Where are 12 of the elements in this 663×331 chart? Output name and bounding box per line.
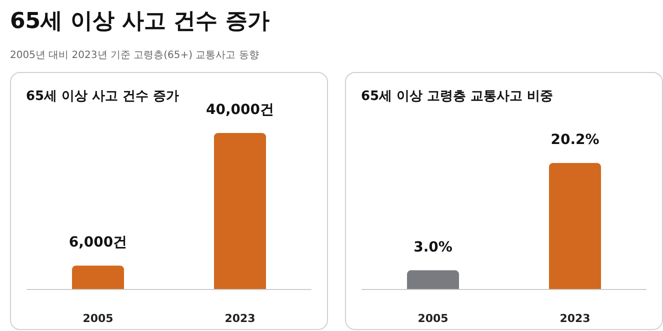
text: 65세 이상 사고 건수 증가 xyxy=(10,8,270,36)
x-tick-label: 2023 xyxy=(224,312,256,325)
chart-title: 65세 이상 고령층 교통사고 비중 xyxy=(361,89,554,104)
data-label: 6,000건 xyxy=(68,234,128,251)
chart-title: 65세 이상 사고 건수 증가 xyxy=(26,89,180,104)
data-label: 20.2% xyxy=(550,132,600,148)
x-tick-label: 2005 xyxy=(82,312,114,325)
data-label: 40,000건 xyxy=(206,102,274,118)
data-label: 3.0% xyxy=(414,239,452,256)
x-tick-label: 2023 xyxy=(560,312,590,325)
text: 2005년 대비 2023년 기준 고령층(65+) 교통사고 동향 xyxy=(10,49,260,62)
x-tick-label: 2005 xyxy=(418,312,448,325)
